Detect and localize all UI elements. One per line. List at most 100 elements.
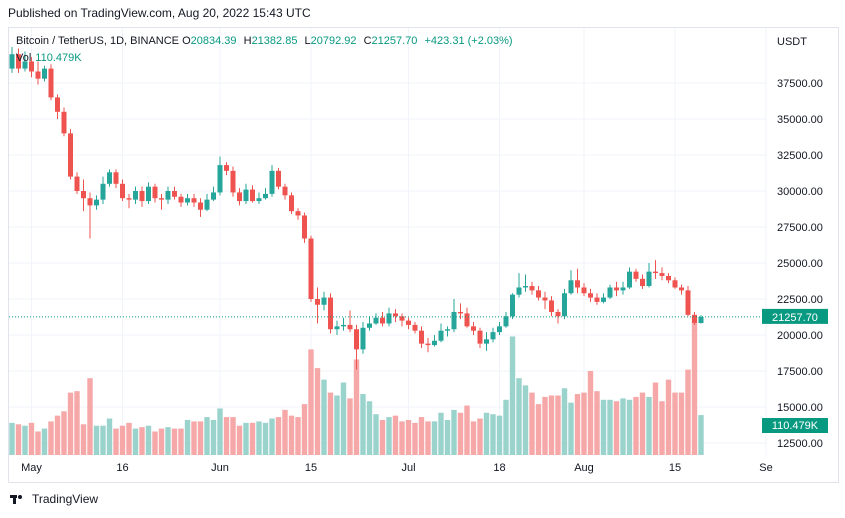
candle-body <box>627 271 632 288</box>
candle <box>484 332 489 351</box>
candle-body <box>581 287 587 294</box>
price-tick-label: 32500.00 <box>777 150 823 162</box>
volume-bar <box>106 418 113 455</box>
candle <box>146 182 151 204</box>
volume-bar <box>67 392 74 455</box>
candle-body <box>334 326 340 330</box>
candle <box>74 172 80 194</box>
volume-bar <box>665 379 672 455</box>
candle-body <box>55 97 60 112</box>
candle-body <box>81 191 86 199</box>
volume-bar <box>587 371 594 455</box>
candle-body <box>438 330 444 341</box>
volume-bar <box>490 414 496 455</box>
candle <box>321 291 327 311</box>
candle-body <box>490 332 496 340</box>
volume-bar <box>431 421 438 455</box>
candle <box>302 212 307 243</box>
candle-body <box>230 170 236 193</box>
volume-bar <box>379 419 386 455</box>
candle-body <box>529 286 535 291</box>
candle <box>237 188 242 206</box>
candle <box>315 287 320 324</box>
candle-body <box>191 198 197 203</box>
volume-bar <box>366 401 373 455</box>
candle <box>217 156 223 196</box>
volume-bar <box>288 415 295 455</box>
volume-bar <box>295 417 301 455</box>
candle-body <box>419 330 424 344</box>
candle-body <box>659 273 665 276</box>
candle-body <box>159 198 164 200</box>
candle-body <box>172 191 177 197</box>
change-value: +423.31 (+2.03%) <box>424 35 513 47</box>
candle-body <box>237 192 242 202</box>
candle <box>61 107 67 137</box>
candle <box>42 65 47 82</box>
candle-body <box>633 271 639 279</box>
candle <box>204 193 210 212</box>
candle-body <box>29 61 34 72</box>
candle-body <box>360 327 366 350</box>
symbol-title[interactable]: Bitcoin / TetherUS, 1D, BINANCE <box>16 35 180 47</box>
candle <box>172 186 177 200</box>
candle <box>139 186 145 207</box>
footer-brand[interactable]: TradingView <box>10 492 98 506</box>
volume-bar <box>373 414 379 455</box>
price-tick-label: 30000.00 <box>777 186 823 198</box>
price-tick-label: 37500.00 <box>777 78 823 90</box>
candle <box>308 235 314 302</box>
candle <box>230 166 236 197</box>
price-tick-label: 22500.00 <box>777 294 823 306</box>
candle <box>477 327 483 348</box>
volume-bar <box>28 422 35 455</box>
brand-name: TradingView <box>32 492 99 506</box>
volume-legend-label[interactable]: Vol <box>16 52 32 64</box>
candle-body <box>620 287 626 291</box>
volume-bar <box>275 417 282 455</box>
candle-body <box>107 172 112 184</box>
candle-body <box>133 191 138 200</box>
time-tick-label: Jul <box>401 462 415 474</box>
candle <box>698 315 704 324</box>
volume-bar <box>691 316 698 455</box>
volume-bar <box>496 415 503 455</box>
volume-bar <box>438 412 444 455</box>
candle <box>458 303 463 320</box>
chart-frame[interactable] <box>8 27 839 483</box>
volume-bar <box>613 401 620 455</box>
volume-bar <box>249 422 256 455</box>
volume-bar <box>35 431 41 455</box>
volume-bar <box>353 359 360 455</box>
candle-body <box>497 326 502 333</box>
candle <box>503 311 509 328</box>
volume-bar <box>360 394 366 455</box>
candle-body <box>594 297 600 302</box>
volume-bar <box>652 382 659 455</box>
volume-bar <box>113 428 119 455</box>
price-axis-unit: USDT <box>777 36 807 48</box>
candle <box>373 313 379 325</box>
candle <box>568 270 574 295</box>
ohlc-legend: Bitcoin / TetherUS, 1D, BINANCE O20834.3… <box>16 35 517 47</box>
candle <box>523 274 528 292</box>
candle <box>243 183 249 204</box>
candle <box>165 186 171 204</box>
candle <box>549 296 554 317</box>
candle-body <box>399 316 405 321</box>
time-tick-label: Se <box>759 462 772 474</box>
candle <box>334 320 340 335</box>
candle <box>542 291 548 310</box>
candle <box>659 267 665 281</box>
candle <box>263 188 268 200</box>
candle-body <box>523 286 528 288</box>
candle <box>55 94 60 119</box>
price-axis: 37500.00 35000.00 32500.00 30000.00 27500.00… <box>777 78 823 450</box>
time-tick-label: Aug <box>574 462 594 474</box>
candle <box>81 179 86 212</box>
low-value: 20792.92 <box>310 35 357 47</box>
candle <box>107 169 112 187</box>
candle-body <box>516 287 522 295</box>
candle <box>360 322 366 354</box>
